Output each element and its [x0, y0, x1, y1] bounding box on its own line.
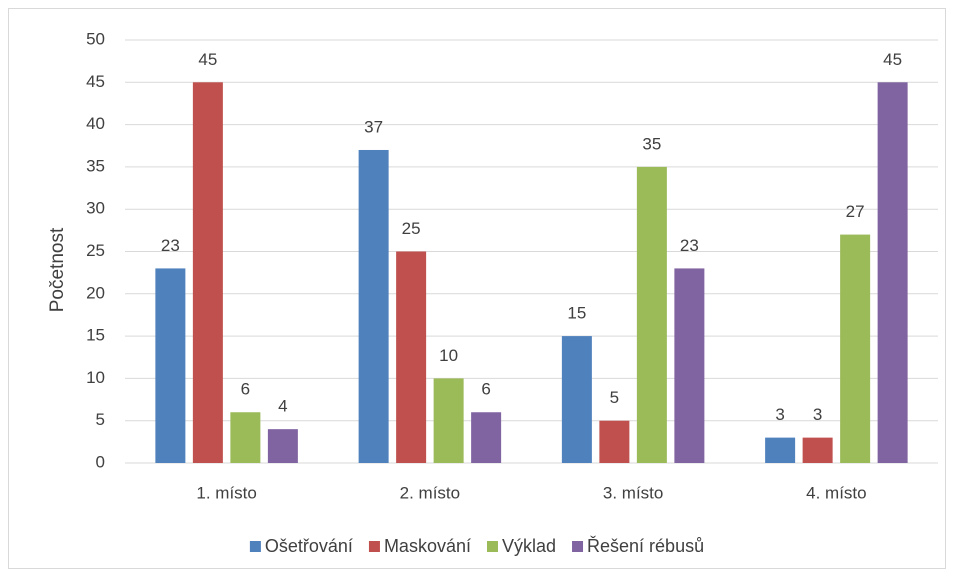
x-tick-label: 1. místo: [196, 483, 256, 502]
y-tick-label: 5: [96, 410, 105, 429]
bar: [230, 412, 261, 463]
bar: [192, 82, 223, 464]
legend-swatch: [368, 541, 380, 552]
data-label: 37: [364, 117, 383, 136]
data-label: 35: [642, 134, 661, 153]
legend-swatch: [249, 541, 261, 552]
bar: [433, 378, 464, 463]
bar: [155, 268, 186, 463]
legend-label: Výklad: [502, 536, 556, 556]
legend-swatch: [486, 541, 498, 552]
x-tick-label: 3. místo: [603, 483, 663, 502]
bar: [674, 268, 705, 463]
data-label: 27: [846, 202, 865, 221]
data-label: 4: [278, 397, 287, 416]
chart-border: [8, 8, 946, 569]
legend-label: Maskování: [384, 536, 471, 556]
bar: [765, 437, 796, 463]
data-label: 23: [161, 236, 180, 255]
y-tick-label: 35: [86, 156, 105, 175]
bar: [561, 336, 592, 463]
data-label: 6: [481, 380, 490, 399]
y-tick-label: 30: [86, 199, 105, 218]
bar: [840, 234, 871, 463]
bar: [471, 412, 502, 463]
legend-label: Řešení rébusů: [587, 536, 704, 556]
bar: [396, 251, 427, 463]
y-axis-label: Početnost: [47, 227, 68, 312]
bar: [636, 166, 667, 463]
x-tick-label: 4. místo: [806, 483, 866, 502]
bar: [358, 149, 389, 464]
bar: [599, 420, 630, 463]
y-tick-label: 0: [96, 452, 105, 471]
legend-label: Ošetřování: [265, 536, 353, 556]
y-tick-label: 50: [86, 29, 105, 48]
bar: [267, 429, 298, 463]
bar: [877, 82, 908, 464]
data-label: 45: [883, 50, 902, 69]
data-label: 45: [198, 50, 217, 69]
data-label: 3: [813, 405, 822, 424]
y-tick-label: 25: [86, 241, 105, 260]
y-tick-label: 40: [86, 114, 105, 133]
y-tick-label: 45: [86, 72, 105, 91]
data-label: 3: [775, 405, 784, 424]
data-label: 25: [402, 219, 421, 238]
data-label: 5: [610, 388, 619, 407]
bar: [802, 437, 833, 463]
y-tick-label: 15: [86, 326, 105, 345]
data-label: 23: [680, 236, 699, 255]
data-label: 6: [241, 380, 250, 399]
y-tick-label: 10: [86, 368, 105, 387]
data-label: 15: [567, 304, 586, 323]
data-label: 10: [439, 346, 458, 365]
y-tick-label: 20: [86, 283, 105, 302]
x-tick-label: 2. místo: [400, 483, 460, 502]
legend-swatch: [572, 541, 584, 552]
